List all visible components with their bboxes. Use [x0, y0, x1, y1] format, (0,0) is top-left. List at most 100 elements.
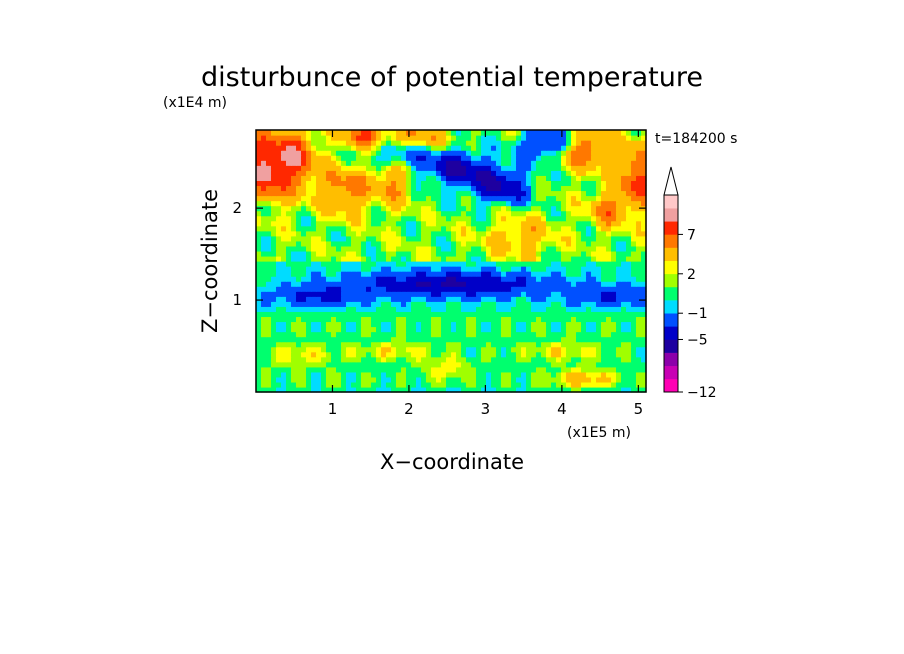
heatmap-cell [506, 316, 512, 323]
heatmap-cell [306, 341, 312, 348]
heatmap-cell [536, 210, 542, 217]
heatmap-cell [521, 200, 527, 207]
heatmap-cell [271, 155, 277, 161]
heatmap-cell [556, 311, 562, 318]
heatmap-cell [396, 266, 402, 272]
heatmap-cell [501, 150, 507, 156]
heatmap-cell [571, 286, 577, 292]
heatmap-cell [586, 351, 592, 358]
heatmap-cell [596, 361, 602, 368]
heatmap-cell [291, 326, 297, 333]
heatmap-cell [581, 205, 587, 212]
heatmap-cell [431, 175, 437, 181]
heatmap-cell [551, 190, 557, 197]
heatmap-cell [401, 366, 407, 373]
heatmap-cell [436, 316, 442, 323]
heatmap-cell [541, 281, 547, 287]
heatmap-cell [351, 266, 357, 272]
heatmap-cell [571, 271, 577, 277]
heatmap-cell [456, 336, 462, 343]
heatmap-cell [641, 225, 647, 232]
heatmap-cell [641, 240, 647, 247]
heatmap-cell [421, 245, 427, 252]
heatmap-cell [446, 155, 452, 161]
heatmap-cell [361, 215, 367, 222]
heatmap-cell [376, 296, 382, 302]
heatmap-cell [426, 361, 432, 368]
heatmap-cell [581, 255, 587, 262]
heatmap-cell [331, 356, 337, 363]
heatmap-cell [446, 160, 452, 166]
heatmap-cell [511, 306, 517, 312]
heatmap-cell [401, 286, 407, 292]
heatmap-cell [516, 321, 522, 328]
heatmap-cell [616, 215, 622, 222]
heatmap-cell [521, 135, 527, 141]
heatmap-cell [346, 130, 352, 136]
heatmap-cell [461, 366, 467, 373]
heatmap-cell [571, 190, 577, 197]
heatmap-cell [496, 195, 502, 202]
heatmap-cell [576, 281, 582, 287]
heatmap-cell [436, 361, 442, 368]
heatmap-cell [531, 261, 537, 267]
heatmap-cell [566, 376, 572, 383]
heatmap-cell [541, 145, 547, 151]
heatmap-cell [611, 225, 617, 232]
heatmap-cell [596, 326, 602, 333]
heatmap-cell [531, 220, 537, 227]
heatmap-cell [441, 276, 447, 282]
heatmap-cell [456, 240, 462, 247]
heatmap-cell [316, 215, 322, 222]
heatmap-cell [596, 346, 602, 353]
heatmap-cell [351, 346, 357, 353]
heatmap-cell [561, 135, 567, 141]
heatmap-cell [446, 376, 452, 383]
heatmap-cell [401, 281, 407, 287]
heatmap-cell [601, 235, 607, 242]
heatmap-cell [546, 235, 552, 242]
heatmap-cell [581, 376, 587, 383]
heatmap-cell [511, 220, 517, 227]
heatmap-cell [481, 230, 487, 237]
heatmap-cell [376, 240, 382, 247]
heatmap-cell [296, 150, 302, 156]
heatmap-cell [331, 235, 337, 242]
heatmap-cell [456, 386, 462, 393]
heatmap-cell [361, 346, 367, 353]
heatmap-cell [401, 170, 407, 176]
heatmap-cell [366, 266, 372, 272]
heatmap-cell [576, 165, 582, 171]
heatmap-cell [466, 276, 472, 282]
heatmap-cell [481, 306, 487, 312]
heatmap-cell [496, 155, 502, 161]
heatmap-cell [391, 245, 397, 252]
heatmap-cell [436, 160, 442, 166]
heatmap-cell [371, 165, 377, 171]
heatmap-cell [446, 225, 452, 232]
heatmap-cell [571, 386, 577, 393]
heatmap-cell [631, 366, 637, 373]
heatmap-cell [591, 160, 597, 166]
heatmap-cell [406, 250, 412, 257]
heatmap-cell [276, 240, 282, 247]
heatmap-cell [581, 210, 587, 217]
heatmap-cell [641, 200, 647, 207]
heatmap-cell [321, 250, 327, 257]
heatmap-cell [306, 351, 312, 358]
heatmap-cell [551, 341, 557, 348]
heatmap-cell [281, 130, 287, 136]
heatmap-cell [426, 130, 432, 136]
heatmap-cell [321, 296, 327, 302]
heatmap-cell [326, 376, 332, 383]
heatmap-cell [306, 291, 312, 297]
heatmap-cell [381, 366, 387, 373]
heatmap-cell [476, 336, 482, 343]
heatmap-cell [336, 316, 342, 323]
heatmap-cell [561, 361, 567, 368]
heatmap-cell [586, 170, 592, 176]
heatmap-cell [256, 180, 262, 187]
heatmap-cell [586, 180, 592, 187]
heatmap-cell [571, 336, 577, 343]
heatmap-cell [286, 386, 292, 393]
